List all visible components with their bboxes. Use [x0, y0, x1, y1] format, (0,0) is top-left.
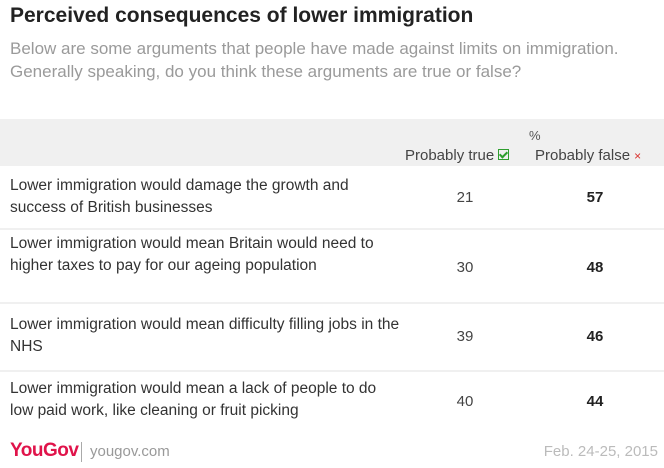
- survey-date: Feb. 24-25, 2015: [543, 443, 658, 460]
- unit-label: %: [529, 128, 541, 143]
- divider: [81, 442, 82, 462]
- table-row: Lower immigration would mean Britain wou…: [0, 230, 664, 302]
- table-row: Lower immigration would damage the growt…: [0, 166, 664, 228]
- cross-icon: ×: [634, 149, 642, 163]
- chart-title: Perceived consequences of lower immigrat…: [10, 4, 474, 27]
- value-probably-true: 39: [456, 328, 474, 345]
- value-probably-true: 40: [456, 393, 474, 410]
- value-probably-false: 44: [586, 393, 604, 410]
- row-label: Lower immigration would mean a lack of p…: [10, 380, 377, 419]
- row-label: Lower immigration would mean difficulty …: [10, 316, 400, 355]
- chart-subtitle: Below are some arguments that people hav…: [10, 39, 619, 81]
- row-label: Lower immigration would mean Britain wou…: [10, 235, 374, 274]
- column-header-probably-false-label: Probably false: [535, 147, 631, 164]
- site-link[interactable]: yougov.com: [90, 443, 170, 460]
- row-label: Lower immigration would damage the growt…: [10, 177, 349, 216]
- value-probably-false: 57: [586, 189, 604, 206]
- yougov-logo: YouGov: [10, 440, 79, 461]
- column-header-probably-false: Probably false ×: [535, 147, 641, 164]
- value-probably-false: 46: [586, 328, 604, 345]
- value-probably-false: 48: [586, 259, 604, 276]
- table-row: Lower immigration would mean difficulty …: [0, 304, 664, 370]
- value-probably-true: 21: [456, 189, 474, 206]
- column-header-probably-true: Probably true: [405, 147, 510, 164]
- check-box-icon: [498, 149, 510, 160]
- table-row: Lower immigration would mean a lack of p…: [0, 372, 664, 432]
- footer: YouGov yougov.com Feb. 24-25, 2015: [0, 432, 664, 468]
- column-header-probably-true-label: Probably true: [405, 147, 495, 164]
- value-probably-true: 30: [456, 259, 474, 276]
